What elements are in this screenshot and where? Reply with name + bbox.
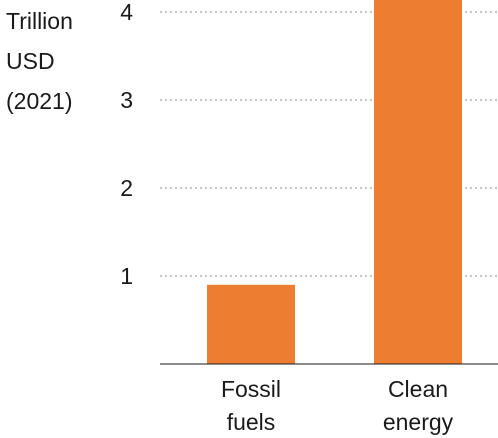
x-category-label: Fossil xyxy=(221,376,281,402)
bar-1 xyxy=(374,0,462,364)
y-tick-label: 2 xyxy=(120,175,133,201)
y-axis-label-line-2: USD xyxy=(6,48,55,74)
y-axis-label-line-3: (2021) xyxy=(6,88,72,114)
x-category-label: Clean xyxy=(388,376,448,402)
x-category-label: energy xyxy=(383,409,454,435)
y-tick-label: 4 xyxy=(120,0,133,25)
bars xyxy=(207,0,462,364)
y-axis-label: Trillion USD (2021) xyxy=(6,8,73,114)
y-axis-ticks: 1 2 3 4 xyxy=(120,0,133,289)
y-tick-label: 3 xyxy=(120,87,133,113)
y-axis-label-line-1: Trillion xyxy=(6,8,73,34)
y-tick-label: 1 xyxy=(120,263,133,289)
x-axis-categories: Fossil fuels Clean energy xyxy=(221,376,454,435)
x-category-label: fuels xyxy=(227,409,276,435)
bar-0 xyxy=(207,284,295,364)
